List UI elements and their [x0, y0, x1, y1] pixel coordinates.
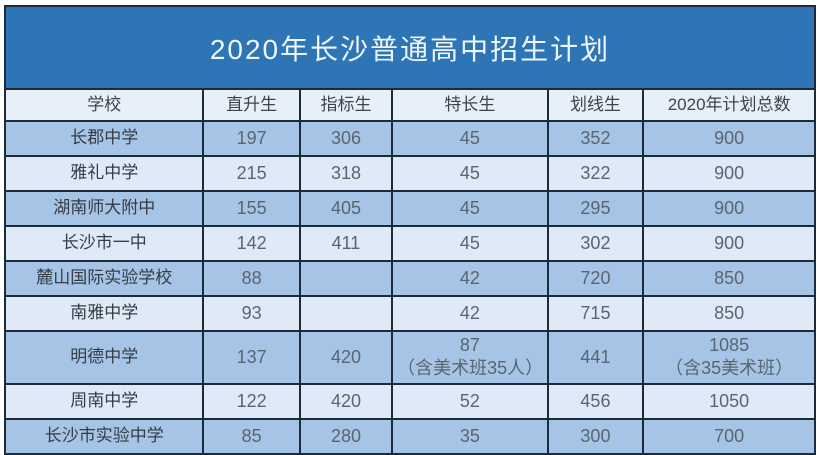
- header-cell-school: 学校: [3, 88, 205, 122]
- data-cell: 302: [546, 225, 645, 262]
- table-row: 长沙市实验中学 85 280 35 300 700: [3, 417, 816, 455]
- data-cell: 122: [202, 382, 301, 420]
- data-cell: 900: [642, 120, 816, 157]
- data-cell: 420: [298, 382, 394, 420]
- data-cell: 52: [391, 382, 549, 420]
- data-cell: 352: [546, 120, 645, 157]
- table-title-bar: 2020年长沙普通高中招生计划: [4, 5, 816, 88]
- table-row: 南雅中学 93 42 715 850: [3, 295, 816, 332]
- data-cell: 45: [391, 155, 549, 192]
- data-cell: 35: [391, 417, 549, 455]
- data-cell: 322: [546, 155, 645, 192]
- school-cell: 麓山国际实验学校: [3, 260, 205, 297]
- data-cell: [298, 295, 394, 332]
- header-cell-techangsheng: 特长生: [391, 88, 549, 122]
- data-cell: 405: [298, 190, 394, 227]
- data-cell: 280: [298, 417, 394, 455]
- table-row: 雅礼中学 215 318 45 322 900: [3, 155, 816, 192]
- data-cell: 155: [202, 190, 301, 227]
- enrollment-plan-card: 2020年长沙普通高中招生计划 学校 直升生 指标生 特长生 划线生 2020年…: [3, 5, 816, 455]
- header-cell-zhishengsheng: 直升生: [202, 88, 301, 122]
- data-cell: 456: [546, 382, 645, 420]
- data-cell: 850: [642, 295, 816, 332]
- data-cell: 142: [202, 225, 301, 262]
- data-cell: 306: [298, 120, 394, 157]
- school-cell: 长郡中学: [3, 120, 205, 157]
- data-cell: 441: [546, 330, 645, 385]
- table-row: 麓山国际实验学校 88 42 720 850: [3, 260, 816, 297]
- header-cell-huaxiansheng: 划线生: [546, 88, 645, 122]
- data-cell: 411: [298, 225, 394, 262]
- data-cell: [298, 260, 394, 297]
- data-cell: 42: [391, 260, 549, 297]
- table-row: 湖南师大附中 155 405 45 295 900: [3, 190, 816, 227]
- data-cell: 87 （含美术班35人）: [391, 330, 549, 385]
- data-cell: 45: [391, 225, 549, 262]
- data-cell: 318: [298, 155, 394, 192]
- page-title: 2020年长沙普通高中招生计划: [209, 33, 611, 65]
- table-row: 周南中学 122 420 52 456 1050: [3, 382, 816, 420]
- data-cell: 1050: [642, 382, 816, 420]
- header-cell-total-2020: 2020年计划总数: [642, 88, 816, 122]
- data-cell: 45: [391, 190, 549, 227]
- school-cell: 长沙市一中: [3, 225, 205, 262]
- school-cell: 周南中学: [3, 382, 205, 420]
- school-cell: 明德中学: [3, 330, 205, 385]
- data-cell: 900: [642, 190, 816, 227]
- data-cell: 715: [546, 295, 645, 332]
- data-cell: 1085 （含35美术班）: [642, 330, 816, 385]
- data-cell: 197: [202, 120, 301, 157]
- data-cell: 900: [642, 225, 816, 262]
- table-row: 长郡中学 197 306 45 352 900: [3, 120, 816, 157]
- data-cell: 850: [642, 260, 816, 297]
- data-cell: 300: [546, 417, 645, 455]
- data-cell: 85: [202, 417, 301, 455]
- school-cell: 长沙市实验中学: [3, 417, 205, 455]
- data-cell: 720: [546, 260, 645, 297]
- school-cell: 南雅中学: [3, 295, 205, 332]
- data-cell: 42: [391, 295, 549, 332]
- header-cell-zhibiaosheng: 指标生: [298, 88, 394, 122]
- data-cell: 295: [546, 190, 645, 227]
- table-row: 明德中学 137 420 87 （含美术班35人） 441 1085 （含35美…: [3, 330, 816, 385]
- data-cell: 420: [298, 330, 394, 385]
- data-cell: 700: [642, 417, 816, 455]
- data-cell: 215: [202, 155, 301, 192]
- school-cell: 雅礼中学: [3, 155, 205, 192]
- school-cell: 湖南师大附中: [3, 190, 205, 227]
- data-cell: 900: [642, 155, 816, 192]
- data-cell: 137: [202, 330, 301, 385]
- data-cell: 88: [202, 260, 301, 297]
- table-row: 长沙市一中 142 411 45 302 900: [3, 225, 816, 262]
- header-row: 学校 直升生 指标生 特长生 划线生 2020年计划总数: [3, 88, 816, 122]
- data-cell: 93: [202, 295, 301, 332]
- enrollment-table: 学校 直升生 指标生 特长生 划线生 2020年计划总数 长郡中学 197 30…: [3, 88, 816, 455]
- data-cell: 45: [391, 120, 549, 157]
